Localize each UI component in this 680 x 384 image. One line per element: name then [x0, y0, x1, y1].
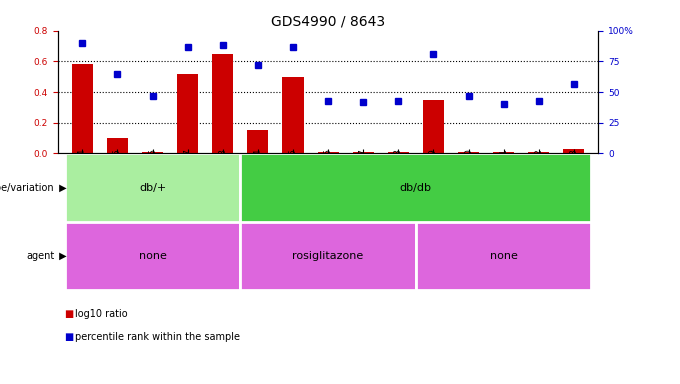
Bar — [65, 222, 240, 290]
Text: db/+: db/+ — [139, 183, 166, 193]
Text: rosiglitazone: rosiglitazone — [292, 251, 364, 261]
Bar — [142, 152, 163, 154]
Text: none: none — [139, 251, 167, 261]
Text: ■: ■ — [65, 309, 74, 319]
Bar — [318, 152, 339, 154]
Text: agent: agent — [26, 251, 54, 261]
Bar — [240, 154, 592, 222]
Bar — [493, 152, 514, 154]
Bar — [282, 77, 303, 154]
Text: ▶: ▶ — [56, 183, 67, 193]
Text: db/db: db/db — [400, 183, 432, 193]
Bar — [248, 131, 269, 154]
Bar — [423, 100, 444, 154]
Text: percentile rank within the sample: percentile rank within the sample — [75, 332, 240, 342]
Text: genotype/variation: genotype/variation — [0, 183, 54, 193]
Bar — [528, 152, 549, 154]
Bar — [353, 152, 374, 154]
Title: GDS4990 / 8643: GDS4990 / 8643 — [271, 14, 385, 28]
Bar — [240, 222, 416, 290]
Bar — [416, 222, 592, 290]
Bar — [177, 74, 198, 154]
Bar — [563, 149, 584, 154]
Bar — [458, 152, 479, 154]
Text: ■: ■ — [65, 332, 74, 342]
Bar — [72, 65, 93, 154]
Bar — [107, 138, 128, 154]
Bar — [65, 154, 240, 222]
Text: ▶: ▶ — [56, 251, 67, 261]
Bar — [212, 54, 233, 154]
Text: log10 ratio: log10 ratio — [75, 309, 127, 319]
Bar — [388, 152, 409, 154]
Text: none: none — [490, 251, 517, 261]
